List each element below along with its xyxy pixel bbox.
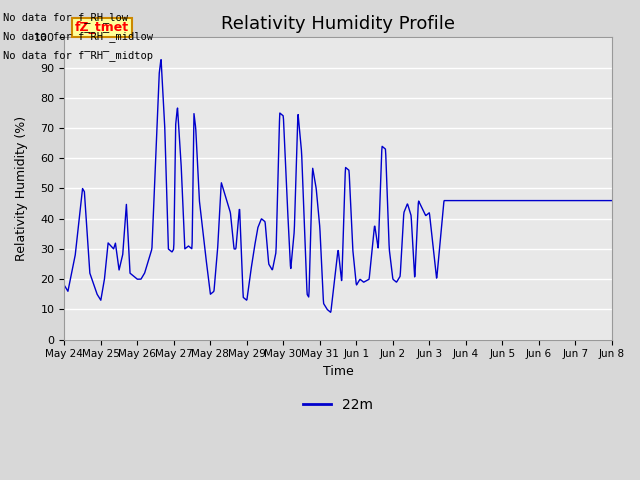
Y-axis label: Relativity Humidity (%): Relativity Humidity (%)	[15, 116, 28, 261]
Text: No data for f̅RH̅_midtop: No data for f̅RH̅_midtop	[3, 50, 153, 61]
Text: fZ_tmet: fZ_tmet	[76, 21, 129, 34]
Legend: 22m: 22m	[298, 392, 379, 418]
Text: No data for f̅RH̅_midlow: No data for f̅RH̅_midlow	[3, 31, 153, 42]
X-axis label: Time: Time	[323, 365, 353, 378]
Title: Relativity Humidity Profile: Relativity Humidity Profile	[221, 15, 455, 33]
Text: No data for f_RH_low: No data for f_RH_low	[3, 12, 128, 23]
